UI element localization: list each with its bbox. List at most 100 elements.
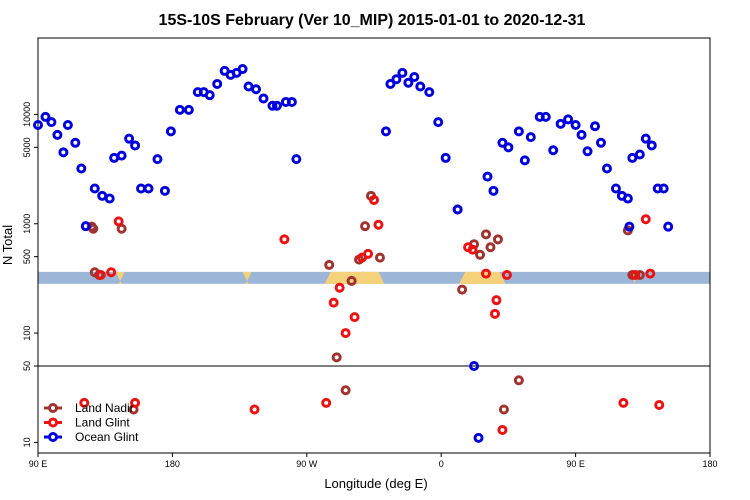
point-land-glint-19 xyxy=(489,308,500,319)
point-ocean-glint-75 xyxy=(640,133,651,144)
point-land-nadir-11 xyxy=(374,252,385,263)
legend-marker-1 xyxy=(48,417,58,428)
point-ocean-glint-57 xyxy=(519,155,530,166)
point-land-nadir-22 xyxy=(634,269,645,280)
point-land-nadir-12 xyxy=(457,284,468,295)
point-land-glint-28 xyxy=(645,268,656,279)
point-ocean-glint-6 xyxy=(70,137,81,148)
point-ocean-glint-42 xyxy=(397,67,408,78)
series-ocean-glint xyxy=(33,64,674,443)
point-ocean-glint-15 xyxy=(130,140,141,151)
point-ocean-glint-32 xyxy=(251,84,262,95)
point-ocean-glint-67 xyxy=(590,121,601,132)
point-land-glint-7 xyxy=(328,297,339,308)
point-ocean-glint-31 xyxy=(243,81,254,92)
point-ocean-glint-61 xyxy=(548,145,559,156)
point-ocean-glint-16 xyxy=(136,183,147,194)
point-land-glint-6 xyxy=(321,397,332,408)
point-ocean-glint-41 xyxy=(391,74,402,85)
point-land-nadir-5 xyxy=(331,352,342,363)
y-tick-label-0: 10 xyxy=(22,437,32,447)
point-land-nadir-15 xyxy=(481,229,491,240)
point-land-glint-8 xyxy=(334,282,345,293)
point-land-glint-17 xyxy=(467,244,478,255)
point-ocean-glint-51 xyxy=(473,432,484,443)
point-ocean-glint-12 xyxy=(109,152,120,163)
legend-marker-2 xyxy=(48,432,58,442)
data-points xyxy=(33,64,674,443)
point-ocean-glint-56 xyxy=(513,126,524,137)
point-ocean-glint-10 xyxy=(97,190,108,201)
y-axis: 10 50 100 500 1000 5000 10000 xyxy=(22,102,38,447)
point-ocean-glint-62 xyxy=(555,118,566,129)
point-land-glint-23 xyxy=(79,397,90,408)
point-ocean-glint-43 xyxy=(403,77,414,88)
x-axis-label: Longitude (deg E) xyxy=(324,476,427,491)
point-ocean-glint-18 xyxy=(152,154,163,165)
plot-frame xyxy=(37,37,711,454)
point-ocean-glint-4 xyxy=(58,147,69,158)
point-land-nadir-19 xyxy=(513,375,524,386)
point-ocean-glint-80 xyxy=(624,221,635,232)
y-tick-label-2: 100 xyxy=(22,326,32,341)
point-ocean-glint-9 xyxy=(89,183,100,194)
point-ocean-glint-46 xyxy=(424,87,435,98)
point-ocean-glint-2 xyxy=(46,117,57,128)
point-land-glint-14 xyxy=(373,219,384,230)
point-land-nadir-4 xyxy=(324,259,335,270)
x-tick-label-2: 90 W xyxy=(296,459,318,469)
point-ocean-glint-47 xyxy=(433,117,444,128)
point-land-glint-2 xyxy=(113,216,124,227)
legend-label-2: Ocean Glint xyxy=(75,430,139,444)
point-ocean-glint-52 xyxy=(482,171,493,182)
point-ocean-glint-55 xyxy=(503,142,514,153)
point-ocean-glint-0 xyxy=(33,120,43,131)
point-ocean-glint-60 xyxy=(540,111,551,122)
point-ocean-glint-39 xyxy=(380,126,391,137)
land-band-segment-2 xyxy=(459,271,506,284)
point-land-glint-24 xyxy=(630,269,641,280)
x-axis: 90 E 180 90 W 0 90 E 180 xyxy=(29,453,718,469)
point-ocean-glint-26 xyxy=(212,78,223,89)
point-ocean-glint-49 xyxy=(452,204,463,215)
point-land-nadir-7 xyxy=(346,275,357,286)
point-ocean-glint-50 xyxy=(469,360,480,371)
point-land-glint-18 xyxy=(481,268,491,279)
point-land-glint-10 xyxy=(349,312,360,323)
point-ocean-glint-8 xyxy=(80,221,91,232)
point-ocean-glint-63 xyxy=(563,114,574,125)
point-ocean-glint-7 xyxy=(76,163,87,174)
point-ocean-glint-40 xyxy=(385,78,396,89)
point-ocean-glint-33 xyxy=(258,93,269,104)
point-ocean-glint-79 xyxy=(663,221,674,232)
point-ocean-glint-17 xyxy=(143,183,154,194)
point-land-nadir-6 xyxy=(340,385,351,396)
point-ocean-glint-44 xyxy=(409,71,420,82)
x-tick-label-3: 0 xyxy=(439,459,444,469)
point-ocean-glint-65 xyxy=(576,129,587,140)
series-land-nadir xyxy=(86,190,645,415)
point-ocean-glint-68 xyxy=(595,137,606,148)
chart-title: 15S-10S February (Ver 10_MIP) 2015-01-01… xyxy=(159,12,586,29)
point-ocean-glint-54 xyxy=(497,137,508,148)
point-ocean-glint-5 xyxy=(62,120,73,131)
point-ocean-glint-73 xyxy=(627,152,638,163)
point-ocean-glint-20 xyxy=(165,126,176,137)
point-ocean-glint-72 xyxy=(622,193,633,204)
point-land-nadir-16 xyxy=(485,242,496,253)
point-ocean-glint-35 xyxy=(271,100,282,111)
point-ocean-glint-64 xyxy=(570,120,581,131)
y-tick-label-1: 50 xyxy=(22,361,32,371)
point-ocean-glint-48 xyxy=(440,152,451,163)
y-tick-label-3: 500 xyxy=(22,249,32,264)
point-ocean-glint-66 xyxy=(582,146,593,157)
point-ocean-glint-70 xyxy=(610,183,621,194)
point-ocean-glint-74 xyxy=(634,149,645,160)
point-ocean-glint-19 xyxy=(159,185,170,196)
point-ocean-glint-22 xyxy=(183,104,194,115)
point-ocean-glint-37 xyxy=(286,96,297,107)
plot-border xyxy=(37,37,711,454)
point-ocean-glint-38 xyxy=(291,154,302,165)
